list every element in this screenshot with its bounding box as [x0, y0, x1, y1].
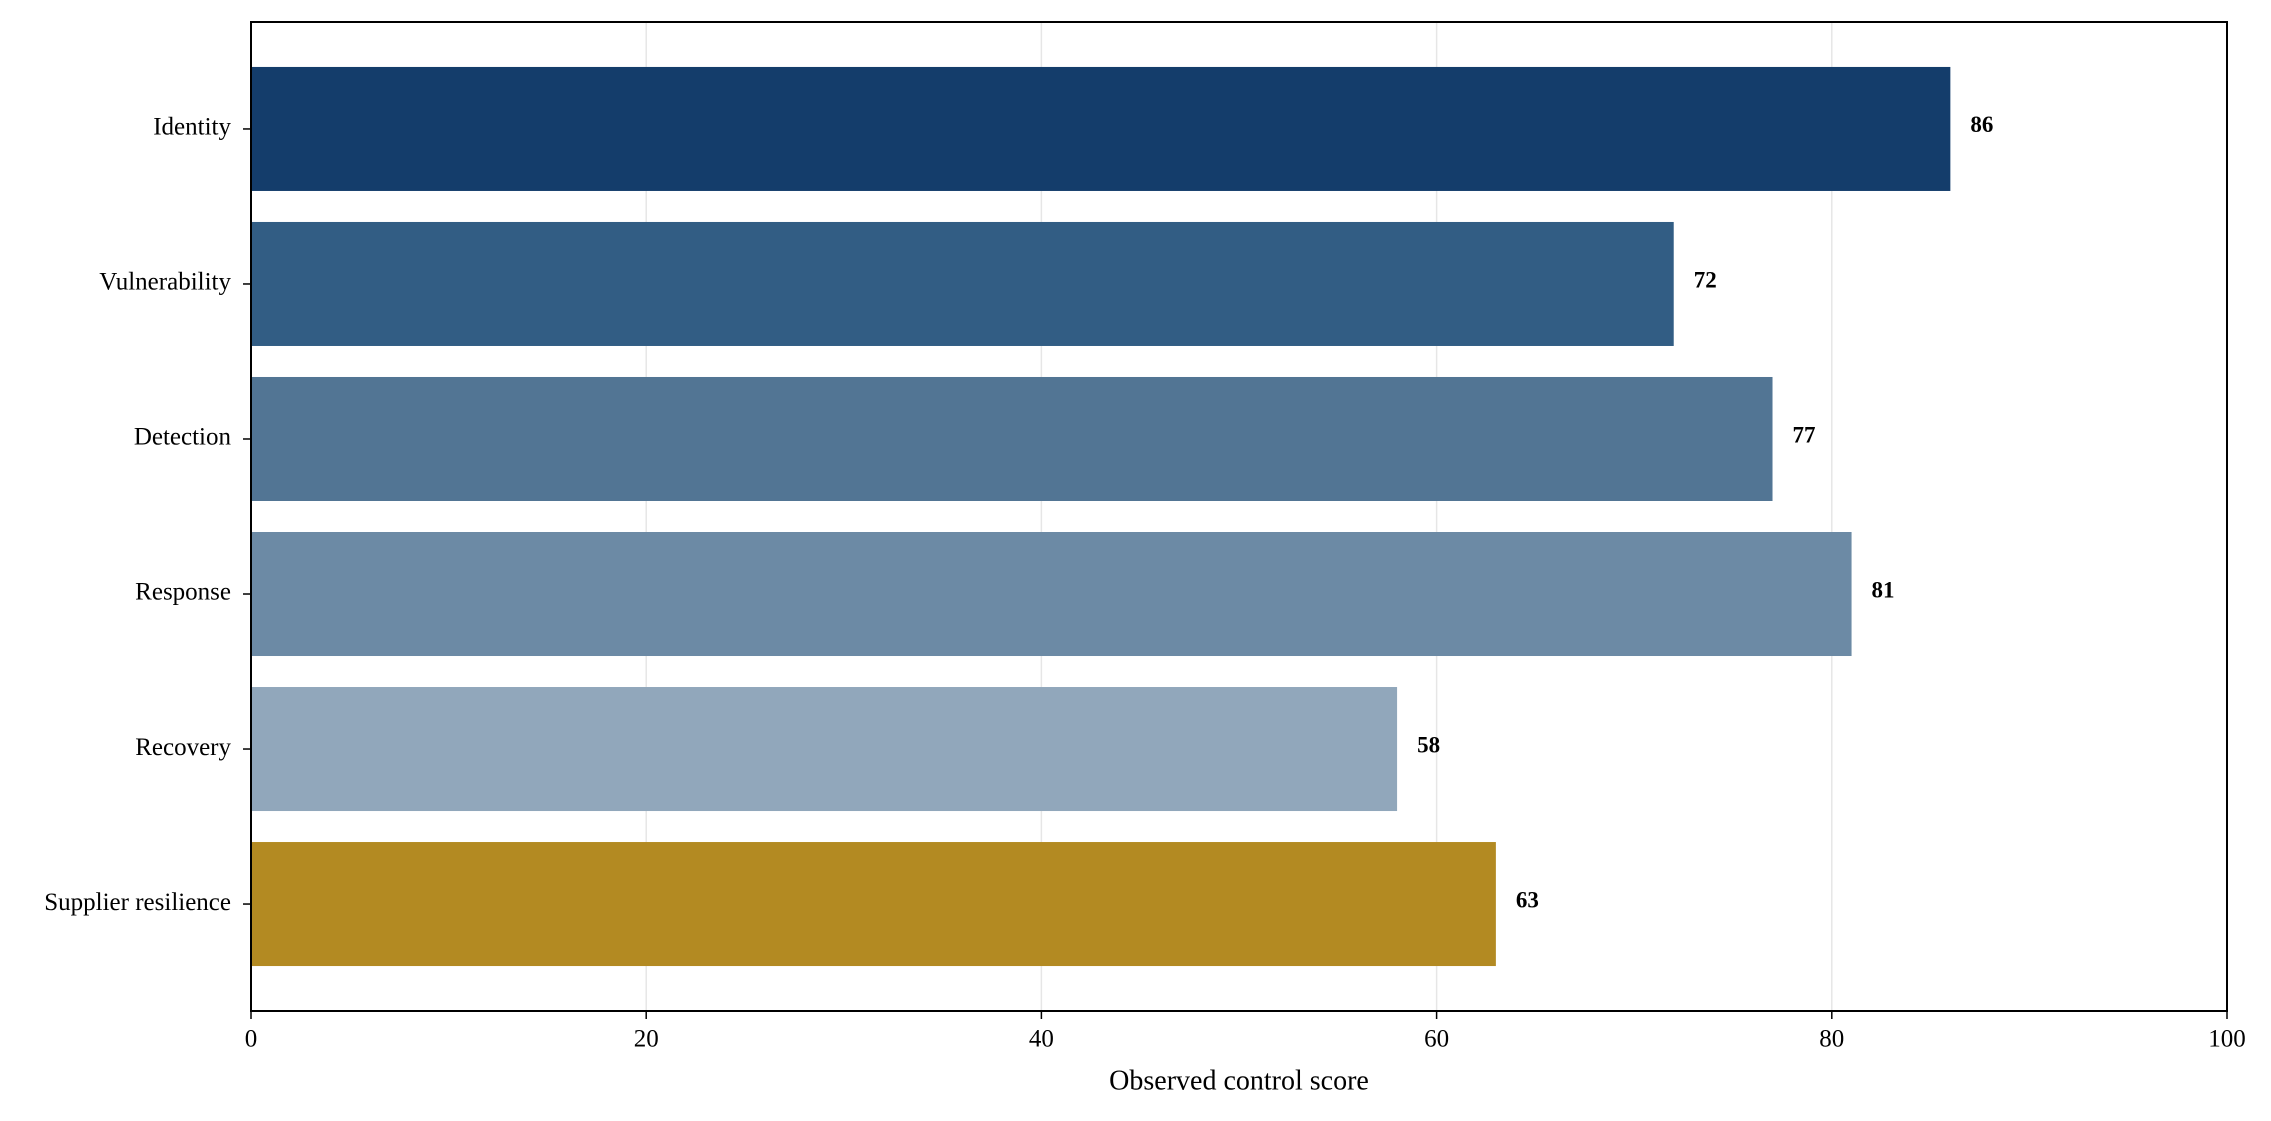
- y-tick-label: Response: [135, 579, 231, 606]
- x-tick-label: 40: [1029, 1026, 1054, 1053]
- value-label: 86: [1970, 112, 1993, 137]
- x-tick-label: 100: [2208, 1026, 2246, 1053]
- value-label: 63: [1516, 887, 1539, 912]
- bar: [251, 842, 1496, 967]
- plot-frame: [250, 21, 2228, 1012]
- y-tick-label: Supplier resilience: [44, 889, 231, 916]
- value-label: 58: [1417, 732, 1440, 757]
- value-label: 72: [1694, 267, 1717, 292]
- x-tick-label: 60: [1424, 1026, 1449, 1053]
- y-tick-label: Vulnerability: [99, 269, 231, 296]
- x-tick-label: 0: [245, 1026, 258, 1053]
- y-tick-label: Detection: [134, 424, 232, 451]
- value-label: 81: [1872, 577, 1895, 602]
- bar: [251, 66, 1951, 191]
- x-axis-label: Observed control score: [1109, 1065, 1369, 1096]
- value-label: 77: [1793, 422, 1816, 447]
- x-tick-label: 20: [634, 1026, 659, 1053]
- x-tick-label: 80: [1819, 1026, 1844, 1053]
- y-tick-label: Identity: [153, 114, 231, 141]
- bar: [251, 532, 1852, 657]
- bar: [251, 221, 1674, 346]
- y-tick-label: Recovery: [135, 734, 231, 761]
- bar: [251, 376, 1773, 501]
- bar: [251, 687, 1398, 812]
